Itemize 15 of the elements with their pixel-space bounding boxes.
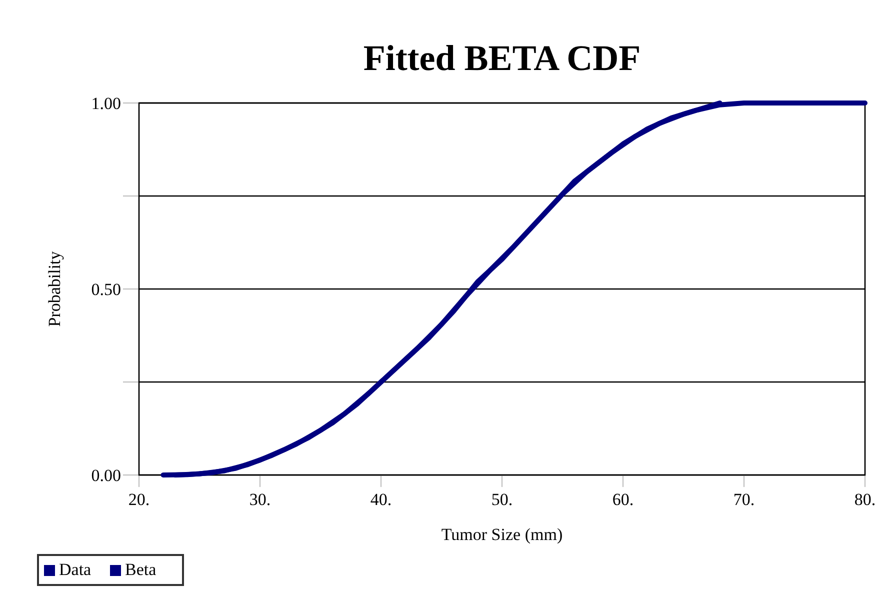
- x-tick-label: 70.: [733, 490, 755, 509]
- x-axis-title: Tumor Size (mm): [441, 525, 563, 544]
- y-tick-label: 1.00: [91, 94, 121, 113]
- x-tick-label: 80.: [854, 490, 876, 509]
- x-tick-label: 20.: [128, 490, 150, 509]
- x-tick-label: 60.: [612, 490, 634, 509]
- x-tick-label: 40.: [370, 490, 392, 509]
- legend-label: Beta: [125, 560, 157, 579]
- y-axis-title: Probability: [45, 250, 64, 327]
- chart-title: Fitted BETA CDF: [363, 38, 641, 78]
- y-tick-label: 0.00: [91, 466, 121, 485]
- y-tick-label: 0.50: [91, 280, 121, 299]
- legend-label: Data: [59, 560, 92, 579]
- x-tick-label: 30.: [249, 490, 271, 509]
- x-tick-label: 50.: [491, 490, 513, 509]
